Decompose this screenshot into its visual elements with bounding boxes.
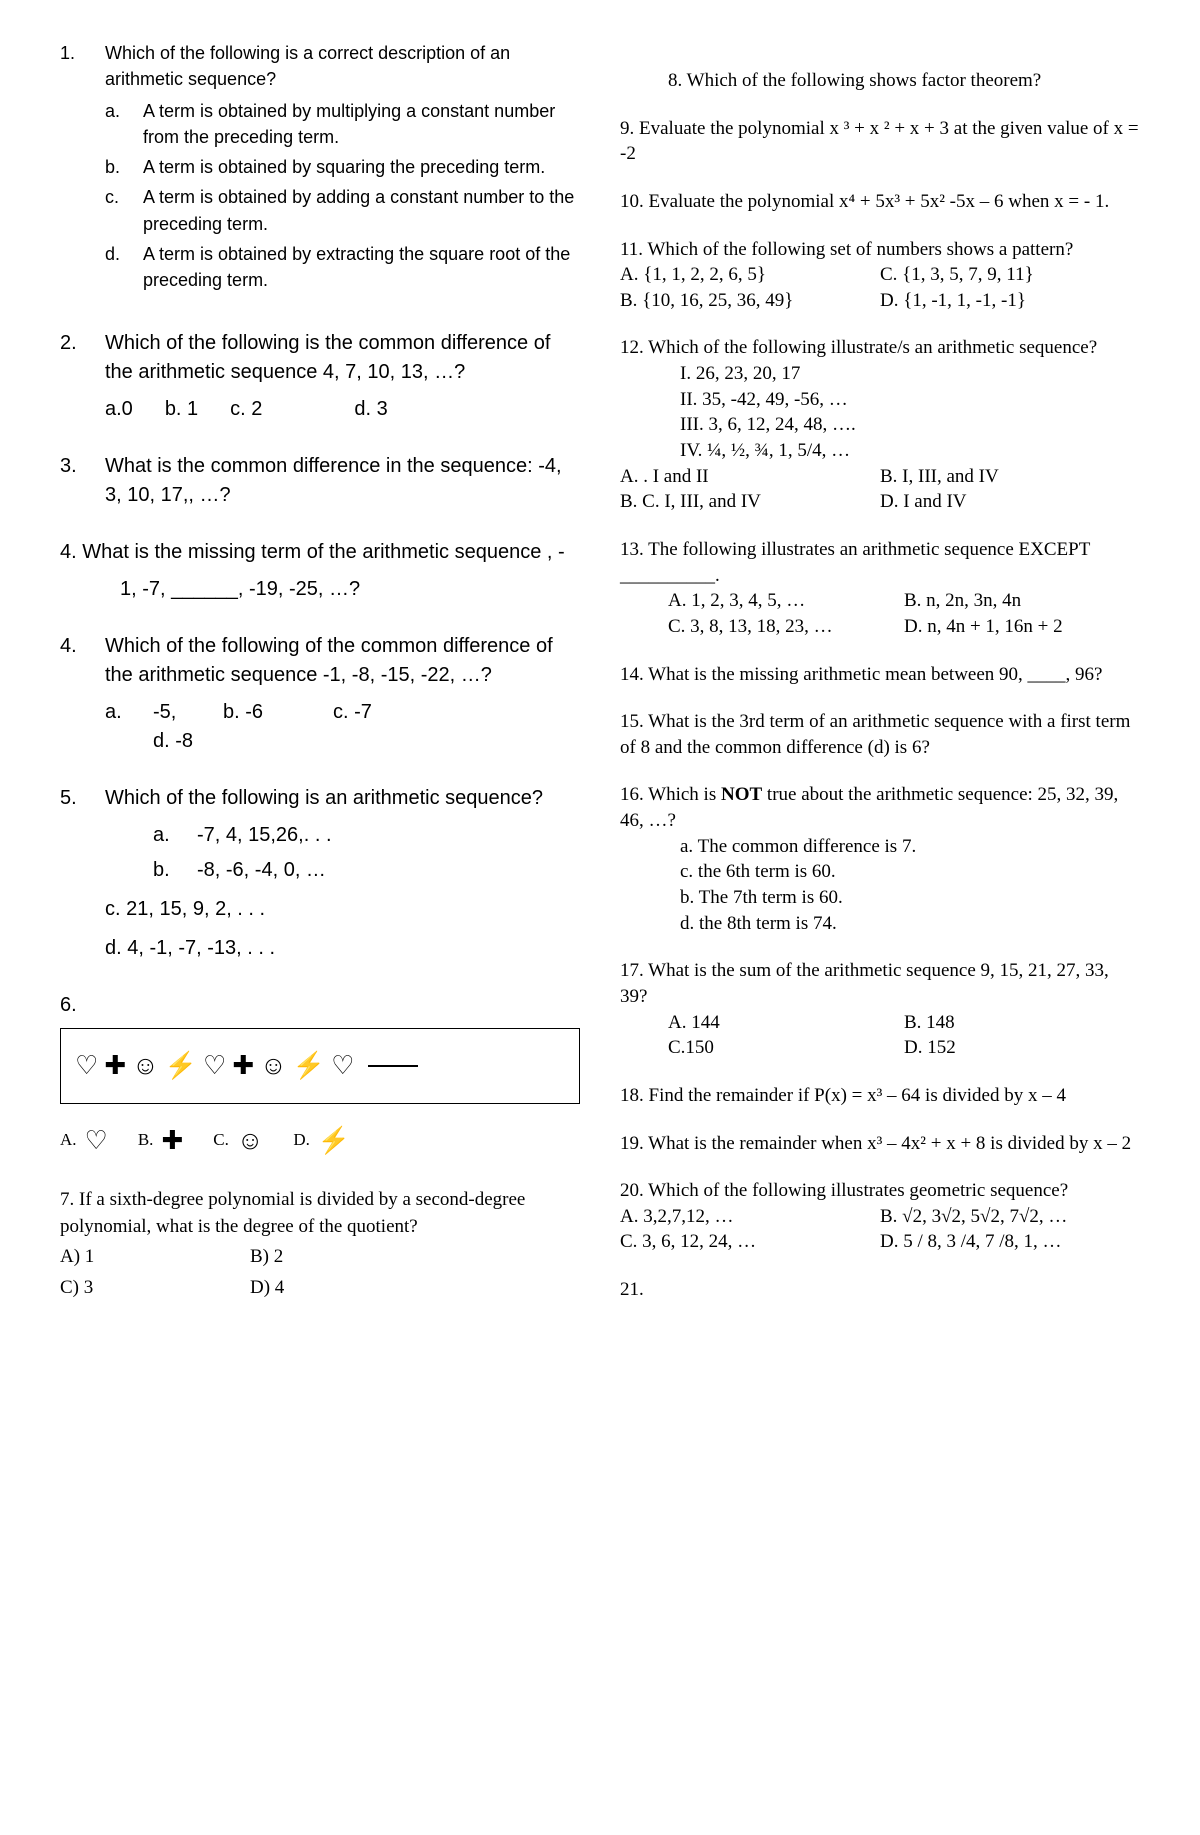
smiley-icon: ☺ [132, 1047, 159, 1085]
question-13: 13. The following illustrates an arithme… [620, 537, 1140, 640]
question-21: 21. [620, 1277, 1140, 1303]
q1-opt-b: b.A term is obtained by squaring the pre… [105, 154, 580, 180]
plus-icon: ✚ [104, 1047, 126, 1085]
q20-text: 20. Which of the following illustrates g… [620, 1178, 1140, 1204]
question-5: 5. Which of the following is an arithmet… [60, 784, 580, 963]
q6-opt-c: C.☺ [213, 1122, 263, 1160]
question-18: 18. Find the remainder if P(x) = x³ – 64… [620, 1083, 1140, 1109]
question-10: 10. Evaluate the polynomial x⁴ + 5x³ + 5… [620, 189, 1140, 215]
q1-options: a.A term is obtained by multiplying a co… [105, 98, 580, 293]
right-column: 8. Which of the following shows factor t… [620, 40, 1140, 1325]
q13-text: 13. The following illustrates an arithme… [620, 537, 1140, 588]
smiley-icon: ☺ [260, 1047, 287, 1085]
question-16: 16. Which is NOT true about the arithmet… [620, 782, 1140, 936]
question-3: 3. What is the common difference in the … [60, 452, 580, 510]
q4b-text: Which of the following of the common dif… [105, 632, 580, 690]
question-6: 6. ♡ ✚ ☺ ⚡ ♡ ✚ ☺ ⚡ ♡ A.♡ B.✚ C.☺ D.⚡ [60, 991, 580, 1159]
question-2: 2. Which of the following is the common … [60, 329, 580, 424]
q3-number: 3. [60, 452, 105, 510]
q6-answer-options: A.♡ B.✚ C.☺ D.⚡ [60, 1122, 580, 1160]
q12-text: 12. Which of the following illustrate/s … [620, 335, 1140, 361]
heart-icon: ♡ [85, 1122, 108, 1160]
question-4a: 4. What is the missing term of the arith… [60, 538, 580, 604]
question-15: 15. What is the 3rd term of an arithmeti… [620, 709, 1140, 760]
q12-items: I. 26, 23, 20, 17 II. 35, -42, 49, -56, … [680, 361, 1140, 464]
q5-options: a.-7, 4, 15,26,. . . b.-8, -6, -4, 0, … [153, 821, 580, 885]
q2-number: 2. [60, 329, 105, 424]
lightning-icon: ⚡ [318, 1122, 350, 1160]
q11-text: 11. Which of the following set of number… [620, 237, 1140, 263]
q8-text: 8. Which of the following shows factor t… [668, 68, 1140, 94]
q6-pattern-box: ♡ ✚ ☺ ⚡ ♡ ✚ ☺ ⚡ ♡ [60, 1028, 580, 1104]
q4b-options-row2: d. -8 [153, 727, 580, 756]
q11-options: A. {1, 1, 2, 2, 6, 5} B. {10, 16, 25, 36… [620, 262, 1140, 313]
question-12: 12. Which of the following illustrate/s … [620, 335, 1140, 514]
left-column: 1. Which of the following is a correct d… [60, 40, 580, 1325]
q2-text: Which of the following is the common dif… [105, 329, 580, 387]
q1-opt-c: c.A term is obtained by adding a constan… [105, 184, 580, 236]
question-9: 9. Evaluate the polynomial x ³ + x ² + x… [620, 116, 1140, 167]
q4b-number: 4. [60, 632, 105, 756]
q12-options: A. . I and II B. C. I, III, and IV B. I,… [620, 464, 1140, 515]
q17-text: 17. What is the sum of the arithmetic se… [620, 958, 1140, 1009]
q6-opt-b: B.✚ [138, 1122, 183, 1160]
question-11: 11. Which of the following set of number… [620, 237, 1140, 314]
q20-options: A. 3,2,7,12, … C. 3, 6, 12, 24, … B. √2,… [620, 1204, 1140, 1255]
question-1: 1. Which of the following is a correct d… [60, 40, 580, 297]
q6-number: 6. [60, 991, 580, 1020]
question-8: 8. Which of the following shows factor t… [620, 68, 1140, 94]
heart-icon: ♡ [203, 1047, 226, 1085]
question-20: 20. Which of the following illustrates g… [620, 1178, 1140, 1255]
heart-icon: ♡ [75, 1047, 98, 1085]
lightning-icon: ⚡ [293, 1047, 325, 1085]
question-19: 19. What is the remainder when x³ – 4x² … [620, 1131, 1140, 1157]
lightning-icon: ⚡ [165, 1047, 197, 1085]
worksheet-page: 1. Which of the following is a correct d… [60, 40, 1140, 1325]
q5-text: Which of the following is an arithmetic … [105, 784, 580, 813]
q16-text: 16. Which is NOT true about the arithmet… [620, 782, 1140, 833]
q1-opt-a: a.A term is obtained by multiplying a co… [105, 98, 580, 150]
q4a-head: 4. What is the missing term of the arith… [60, 538, 580, 567]
question-7: 7. If a sixth-degree polynomial is divid… [60, 1187, 580, 1301]
question-4b: 4. Which of the following of the common … [60, 632, 580, 756]
q16-options: a. The common difference is 7. c. the 6t… [680, 834, 1140, 937]
q7-options: A) 1 B) 2 [60, 1244, 580, 1271]
heart-icon: ♡ [331, 1047, 354, 1085]
q1-number: 1. [60, 40, 105, 297]
q6-opt-a: A.♡ [60, 1122, 108, 1160]
q4b-options-row1: a. -5, b. -6 c. -7 [105, 698, 580, 727]
q4a-line: 1, -7, ______, -19, -25, …? [120, 575, 580, 604]
question-14: 14. What is the missing arithmetic mean … [620, 662, 1140, 688]
question-17: 17. What is the sum of the arithmetic se… [620, 958, 1140, 1061]
plus-icon: ✚ [232, 1047, 254, 1085]
q17-options: A. 144 C.150 B. 148 D. 152 [668, 1010, 1140, 1061]
q2-options: a.0 b. 1 c. 2 d. 3 [105, 395, 580, 424]
q3-text: What is the common difference in the seq… [105, 452, 580, 510]
q6-opt-d: D.⚡ [293, 1122, 350, 1160]
plus-outline-icon: ✚ [161, 1122, 183, 1160]
q1-text: Which of the following is a correct desc… [105, 40, 580, 92]
q5-number: 5. [60, 784, 105, 963]
q13-options: A. 1, 2, 3, 4, 5, … C. 3, 8, 13, 18, 23,… [668, 588, 1140, 639]
blank-line [368, 1065, 418, 1067]
q1-opt-d: d.A term is obtained by extracting the s… [105, 241, 580, 293]
smiley-icon: ☺ [237, 1122, 264, 1160]
q7-text: 7. If a sixth-degree polynomial is divid… [60, 1187, 580, 1240]
